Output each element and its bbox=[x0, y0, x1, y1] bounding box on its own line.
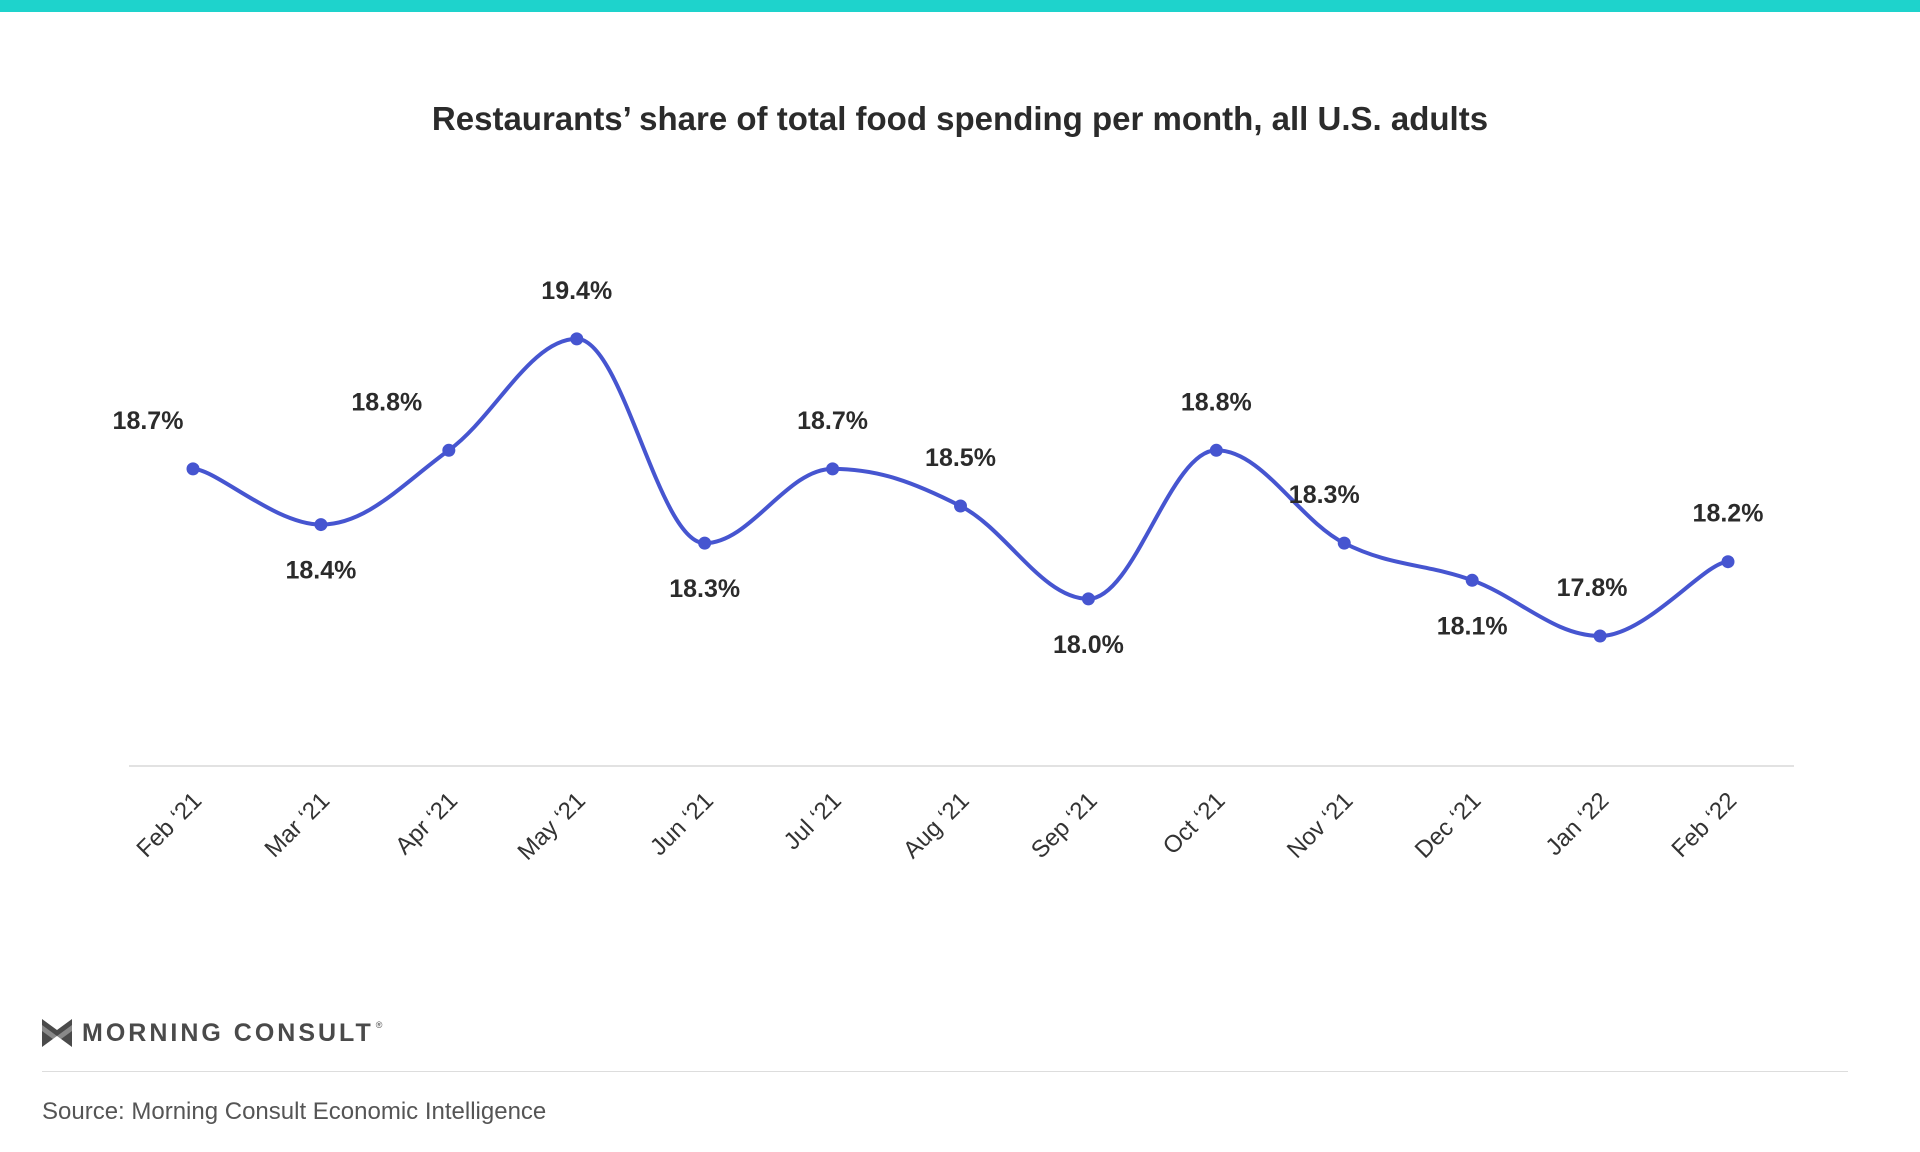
data-label: 18.8% bbox=[351, 388, 422, 416]
data-label: 18.5% bbox=[925, 444, 996, 472]
data-label: 18.3% bbox=[1289, 481, 1360, 509]
data-point bbox=[1465, 573, 1479, 587]
x-tick-label: Feb ‘21 bbox=[132, 787, 208, 863]
data-label: 18.3% bbox=[669, 575, 740, 603]
x-tick-label: Dec ‘21 bbox=[1410, 787, 1487, 864]
x-tick-label: Jul ‘21 bbox=[779, 787, 847, 855]
x-tick-label: Oct ‘21 bbox=[1158, 787, 1231, 860]
data-point bbox=[1209, 443, 1223, 457]
data-point bbox=[1593, 629, 1607, 643]
data-labels: 18.7% 18.4% 18.8% 19.4% 18.3% 18.7% 18.5% 18.0%… bbox=[113, 277, 1764, 659]
data-point bbox=[570, 332, 584, 346]
data-point bbox=[442, 443, 456, 457]
x-tick-label: May ‘21 bbox=[512, 787, 591, 866]
data-label: 18.0% bbox=[1053, 631, 1124, 659]
data-label: 18.7% bbox=[797, 407, 868, 435]
data-point bbox=[314, 518, 328, 532]
x-tick-label: Apr ‘21 bbox=[390, 787, 463, 860]
logo-text: MORNING CONSULT bbox=[82, 1018, 374, 1047]
data-point bbox=[186, 462, 200, 476]
data-label: 18.7% bbox=[113, 407, 184, 435]
data-label: 18.4% bbox=[285, 557, 356, 585]
series-line bbox=[192, 336, 1729, 639]
logo-registered-mark: ® bbox=[375, 1020, 383, 1030]
x-tick-labels: Feb ‘21 Mar ‘21 Apr ‘21 May ‘21 Jun ‘21 Jul ‘… bbox=[132, 787, 1743, 866]
morning-consult-logo-icon bbox=[42, 1019, 72, 1047]
top-accent-bar bbox=[0, 0, 1920, 12]
footer-divider bbox=[42, 1071, 1848, 1072]
data-label: 19.4% bbox=[541, 277, 612, 305]
x-tick-label: Sep ‘21 bbox=[1026, 787, 1103, 864]
data-point bbox=[1721, 555, 1735, 569]
data-label: 18.1% bbox=[1437, 612, 1508, 640]
data-point bbox=[698, 536, 712, 550]
source-note: Source: Morning Consult Economic Intelli… bbox=[42, 1098, 547, 1125]
data-label: 18.8% bbox=[1181, 388, 1252, 416]
data-point bbox=[954, 499, 967, 513]
x-tick-label: Nov ‘21 bbox=[1282, 787, 1359, 864]
chart-title: Restaurants’ share of total food spendin… bbox=[431, 100, 1489, 137]
data-point bbox=[1337, 536, 1351, 550]
x-tick-label: Aug ‘21 bbox=[898, 787, 975, 864]
x-tick-label: Mar ‘21 bbox=[259, 787, 335, 863]
data-label: 18.2% bbox=[1693, 500, 1764, 528]
data-point bbox=[826, 462, 840, 476]
line-chart: 18.7% 18.4% 18.8% 19.4% 18.3% 18.7% 18.5% 18.0%… bbox=[113, 277, 1794, 866]
data-points bbox=[186, 332, 1735, 643]
x-tick-label: Jun ‘21 bbox=[645, 787, 719, 861]
data-label: 17.8% bbox=[1557, 574, 1628, 602]
morning-consult-logo: MORNING CONSULT ® bbox=[42, 1018, 382, 1048]
x-tick-label: Feb ‘22 bbox=[1667, 787, 1743, 863]
data-point bbox=[1081, 592, 1095, 606]
x-tick-label: Jan ‘22 bbox=[1541, 787, 1615, 861]
